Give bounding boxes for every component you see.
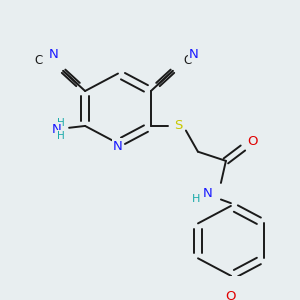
Text: N: N [203, 187, 213, 200]
Text: H: H [57, 131, 65, 141]
Text: N: N [113, 140, 123, 153]
Text: O: O [226, 290, 236, 300]
Text: N: N [189, 48, 199, 61]
Text: C: C [183, 54, 191, 67]
Text: O: O [248, 135, 258, 148]
Text: C: C [35, 54, 43, 67]
Text: N: N [51, 123, 61, 136]
Text: H: H [57, 118, 65, 128]
Text: N: N [49, 48, 59, 61]
Text: S: S [174, 119, 182, 132]
Text: H: H [192, 194, 200, 205]
